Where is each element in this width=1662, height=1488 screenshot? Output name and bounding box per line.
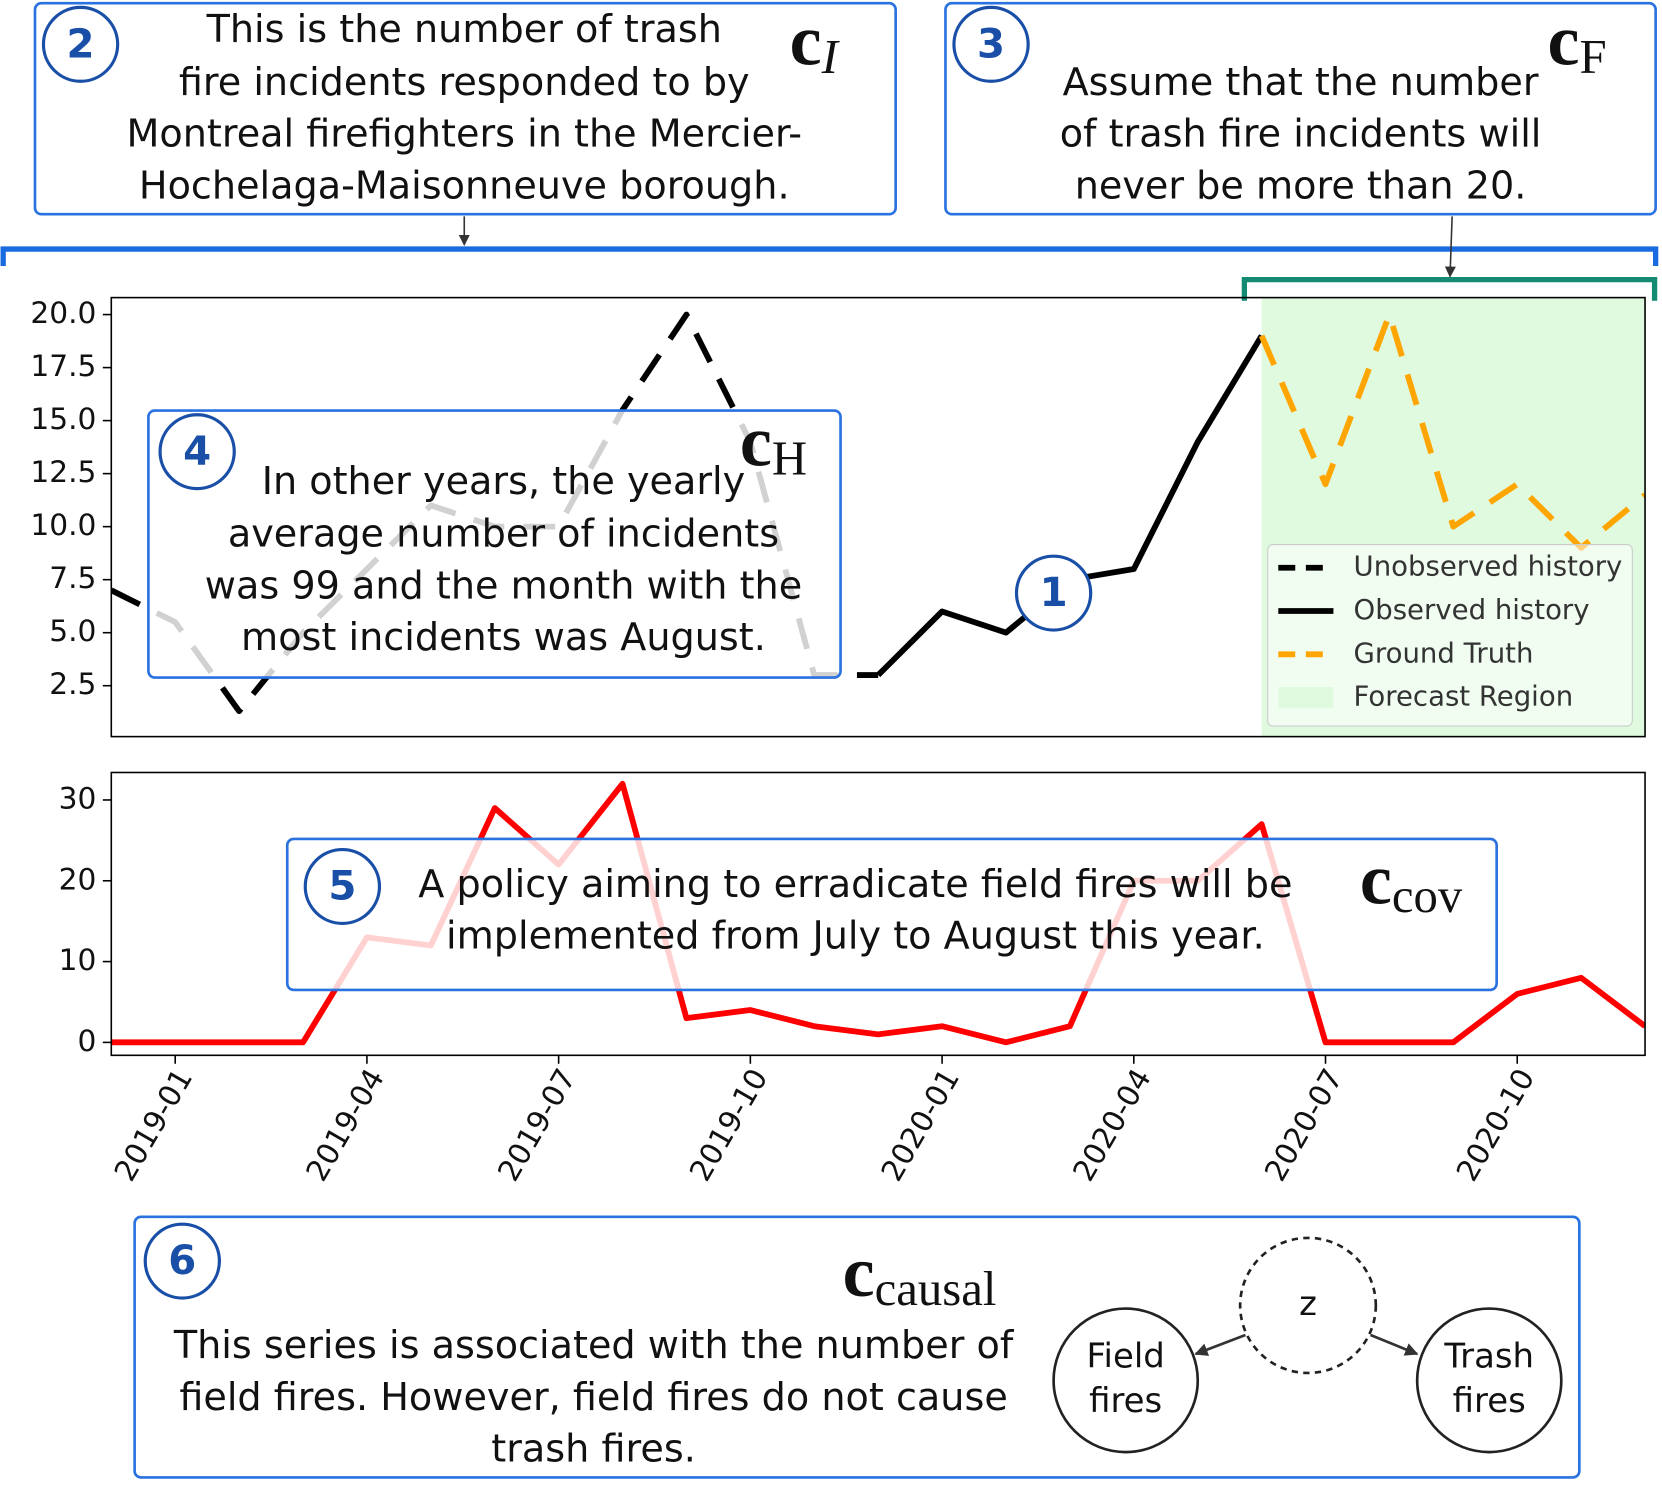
x-tick-label: 2020-10 <box>1450 1063 1542 1187</box>
y-tick-label: 12.5 <box>30 455 96 489</box>
node-label: Field <box>1087 1337 1165 1376</box>
number-badge <box>143 1222 221 1300</box>
y-tick-label: 20 <box>59 862 97 896</box>
annotation-text: most incidents was August. <box>241 615 766 659</box>
legend-label: Observed history <box>1354 594 1590 626</box>
y-tick-label: 7.5 <box>49 561 96 595</box>
node-label: fires <box>1089 1381 1162 1420</box>
annotations: 1 2 This is the number of trash fire incide… <box>33 0 1657 1479</box>
diagram-node <box>1052 1307 1200 1454</box>
y-tick-label: 20.0 <box>30 296 96 330</box>
y-tick-label: 2.5 <box>49 667 96 701</box>
number-label: 3 <box>977 21 1005 67</box>
annotation-text: trash fires. <box>491 1427 696 1471</box>
symbol: ccausal <box>843 1232 997 1316</box>
annotation-text: In other years, the yearly <box>262 459 746 503</box>
annotation: 2 This is the number of trash fire inciden… <box>33 0 897 216</box>
x-tick-label: 2020-04 <box>1066 1063 1158 1187</box>
annotation-box <box>944 1 1657 216</box>
symbol: cI <box>790 0 841 84</box>
node-label: z <box>1299 1284 1317 1323</box>
annotation: 1 <box>1014 554 1093 632</box>
symbol-base: c <box>1360 839 1392 919</box>
diagram-edge <box>1194 1333 1246 1356</box>
diagram-node <box>1415 1307 1563 1454</box>
annotation-text: was 99 and the month with the <box>205 563 802 607</box>
number-badge <box>303 847 382 925</box>
annotation-text: never be more than 20. <box>1075 163 1527 207</box>
symbol: ccov <box>1360 839 1463 923</box>
number-label: 2 <box>67 21 95 67</box>
number-badge <box>952 5 1030 83</box>
symbol-sub: cov <box>1392 869 1463 923</box>
y-tick-label: 5.0 <box>49 614 96 648</box>
forecast-bracket <box>1241 277 1658 301</box>
node-label: Trash <box>1443 1337 1534 1376</box>
annotation-text: average number of incidents <box>228 512 779 556</box>
diagram-edge <box>1370 1333 1419 1356</box>
y-tick-label: 10 <box>59 943 97 977</box>
number-label: 4 <box>183 429 211 475</box>
annotation-box <box>33 1 897 216</box>
symbol-base: c <box>843 1232 875 1312</box>
annotation: 3 Assume that the number of trash fire inc… <box>944 0 1657 216</box>
x-tick-label: 2019-07 <box>491 1063 583 1187</box>
annotation-text: of trash fire incidents will <box>1060 112 1542 156</box>
symbol: cH <box>740 401 807 485</box>
symbol-base: c <box>1548 0 1580 80</box>
x-tick-label: 2019-01 <box>108 1063 200 1187</box>
number-badge <box>41 5 120 83</box>
legend-swatch <box>1278 687 1334 709</box>
annotation-box <box>133 1215 1581 1479</box>
annotation-text: field fires. However, field fires do not… <box>179 1375 1007 1419</box>
y-tick-label: 15.0 <box>30 402 96 436</box>
symbol-sub: H <box>772 432 807 486</box>
symbol-base: c <box>740 401 772 481</box>
annotation-text: fire incidents responded to by <box>179 60 750 104</box>
symbol: cF <box>1548 0 1607 84</box>
annotation-text: Hochelaga-Maisonneuve borough. <box>139 163 790 207</box>
legend-label: Ground Truth <box>1354 637 1534 669</box>
pointer <box>1444 216 1456 278</box>
diagram-node <box>1238 1236 1378 1375</box>
y-tick-label: 10.0 <box>30 508 96 542</box>
symbol-sub: causal <box>875 1262 997 1316</box>
annotation: 6 This series is associated with the numb… <box>133 1215 1581 1479</box>
symbol-sub: I <box>821 31 841 85</box>
annotation: 5 A policy aiming to erradicate field fir… <box>285 837 1498 992</box>
legend-label: Forecast Region <box>1354 681 1574 713</box>
symbol-base: c <box>790 0 822 80</box>
x-tick-label: 2020-07 <box>1258 1063 1350 1187</box>
x-tick-label: 2019-04 <box>299 1063 391 1187</box>
annotation-text: implemented from July to August this yea… <box>446 914 1265 958</box>
node-label: fires <box>1453 1381 1526 1420</box>
y-tick-label: 30 <box>59 782 97 816</box>
symbol-sub: F <box>1580 31 1607 85</box>
number-label: 5 <box>328 864 356 910</box>
annotation-box <box>285 837 1498 992</box>
context-bracket <box>0 246 1659 266</box>
plot-frame <box>110 771 1646 1057</box>
plot-frame <box>110 296 1646 738</box>
annotation-box <box>147 409 842 679</box>
annotation-text: This series is associated with the numbe… <box>173 1323 1015 1367</box>
annotation-text: A policy aiming to erradicate field fire… <box>418 862 1292 906</box>
number-badge <box>158 413 236 491</box>
legend-label: Unobserved history <box>1354 551 1623 583</box>
number-label: 1 <box>1040 570 1068 616</box>
x-tick-label: 2019-10 <box>683 1063 775 1187</box>
legend-box <box>1267 544 1633 727</box>
y-tick-label: 17.5 <box>30 349 96 383</box>
annotation-text: This is the number of trash <box>206 7 722 51</box>
number-label: 6 <box>168 1238 196 1284</box>
annotation: 4 In other years, the yearly average numbe… <box>147 401 842 679</box>
y-tick-label: 0 <box>78 1024 97 1058</box>
annotation-text: Montreal firefighters in the Mercier- <box>126 112 802 156</box>
x-tick-label: 2020-01 <box>875 1063 967 1187</box>
annotation-text: Assume that the number <box>1063 60 1539 104</box>
number-badge <box>1014 554 1093 632</box>
